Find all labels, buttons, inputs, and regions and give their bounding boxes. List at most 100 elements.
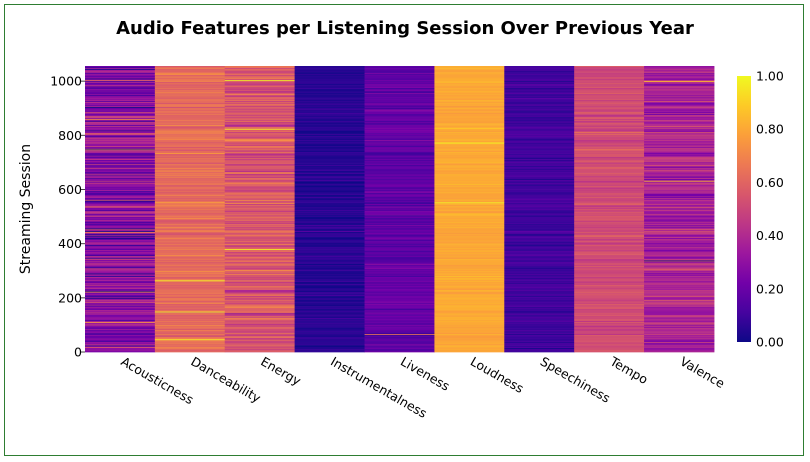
heatmap-cell (434, 80, 505, 82)
heatmap-cell (85, 211, 156, 213)
heatmap-cell (504, 194, 575, 196)
heatmap-cell (294, 304, 365, 306)
heatmap-cell (85, 217, 156, 219)
heatmap-cell (294, 313, 365, 315)
heatmap-cell (224, 119, 296, 121)
heatmap-cell (434, 322, 505, 324)
heatmap-cell (154, 253, 226, 255)
heatmap-cell (574, 268, 645, 271)
heatmap-cell (364, 168, 435, 170)
heatmap-cell (434, 203, 505, 206)
y-tick-label: 800 (58, 128, 82, 143)
heatmap-cell (504, 295, 575, 297)
heatmap-cell (644, 248, 715, 250)
heatmap-cell (224, 133, 296, 135)
heatmap-cell (574, 151, 645, 154)
heatmap-cell (644, 284, 715, 286)
heatmap-cell (574, 147, 645, 149)
heatmap-cell (85, 338, 156, 340)
heatmap-cell (85, 176, 156, 178)
heatmap-cell (504, 307, 575, 310)
heatmap-cell (224, 262, 296, 264)
heatmap-cell (364, 345, 435, 347)
heatmap-cell (504, 209, 575, 212)
heatmap-cell (644, 100, 715, 102)
heatmap-cell (644, 262, 715, 264)
heatmap-cell (574, 116, 645, 118)
heatmap-cell (154, 233, 226, 235)
heatmap-cell (294, 126, 365, 128)
heatmap-cell (364, 266, 435, 268)
heatmap-cell (504, 144, 575, 147)
heatmap-cell (644, 235, 715, 237)
heatmap-cell (85, 165, 156, 167)
heatmap-cell (364, 306, 435, 309)
heatmap-cell (294, 258, 365, 260)
heatmap-cell (574, 115, 645, 117)
heatmap-cell (434, 125, 505, 128)
heatmap-cell (154, 239, 226, 241)
heatmap-cell (154, 236, 226, 238)
heatmap-cell (154, 332, 226, 335)
heatmap-cell (504, 124, 575, 127)
heatmap-cell (574, 283, 645, 285)
heatmap-cell (154, 337, 226, 339)
heatmap-cell (644, 72, 715, 75)
heatmap-cell (434, 279, 505, 281)
heatmap-cell (224, 73, 296, 76)
heatmap-cell (154, 183, 226, 185)
heatmap-cell (574, 180, 645, 182)
heatmap-cell (224, 91, 296, 93)
heatmap-cell (434, 329, 505, 331)
heatmap-cell (154, 282, 226, 284)
heatmap-cell (504, 111, 575, 114)
heatmap-cell (294, 77, 365, 79)
heatmap-cell (644, 306, 715, 309)
heatmap-cell (574, 241, 645, 243)
heatmap-cell (574, 131, 645, 133)
heatmap-cell (154, 326, 226, 329)
heatmap-cell (294, 118, 365, 121)
heatmap-cell (85, 138, 156, 141)
heatmap-cell (644, 95, 715, 97)
heatmap-cell (574, 225, 645, 227)
heatmap-cell (434, 290, 505, 292)
heatmap-cell (154, 350, 226, 352)
heatmap-cell (224, 218, 296, 220)
heatmap-cell (85, 308, 156, 310)
heatmap-cell (154, 78, 226, 80)
heatmap-cell (434, 229, 505, 232)
heatmap-cell (154, 99, 226, 102)
heatmap-cell (294, 141, 365, 143)
heatmap-cell (644, 314, 715, 316)
heatmap-cell (574, 183, 645, 185)
heatmap-cell (294, 117, 365, 119)
heatmap-cell (85, 143, 156, 145)
heatmap-cell (294, 333, 365, 336)
heatmap-cell (85, 241, 156, 243)
heatmap-cell (294, 185, 365, 187)
heatmap-cell (434, 206, 505, 208)
heatmap-cell (154, 113, 226, 115)
heatmap-cell (364, 326, 435, 329)
heatmap-cell (434, 222, 505, 224)
heatmap-cell (364, 279, 435, 281)
heatmap-cell (434, 157, 505, 159)
heatmap-cell (364, 170, 435, 172)
heatmap-cell (504, 119, 575, 121)
heatmap-cell (644, 73, 715, 76)
y-tick-label: 400 (58, 236, 82, 251)
heatmap-cell (294, 296, 365, 298)
heatmap-cell (85, 317, 156, 319)
heatmap-cell (644, 326, 715, 329)
heatmap-cell (434, 164, 505, 167)
heatmap-cell (154, 79, 226, 82)
heatmap-cell (85, 300, 156, 302)
heatmap-cell (364, 351, 435, 353)
heatmap-cell (504, 293, 575, 295)
heatmap-cell (294, 147, 365, 149)
heatmap-cell (574, 272, 645, 274)
heatmap-cell (574, 306, 645, 309)
heatmap-cell (504, 271, 575, 273)
heatmap-cell (224, 249, 296, 251)
